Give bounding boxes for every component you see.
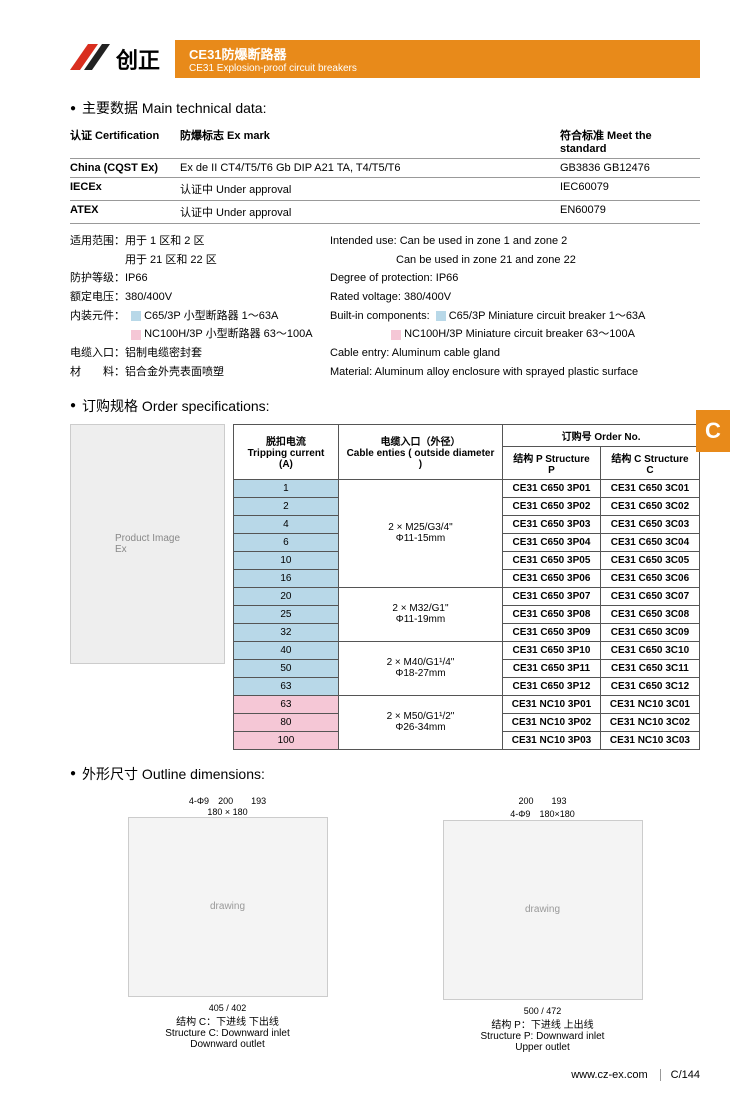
order-table: 脱扣电流Tripping current (A) 电缆入口（外径）Cable e…	[233, 424, 700, 750]
th-trip: 脱扣电流Tripping current (A)	[234, 424, 339, 479]
outline-dimensions: 4-Φ9 200 193 180 × 180 drawing 405 / 402…	[70, 794, 700, 1053]
data-cn: 适用范围：用于 1 区和 2 区 用于 21 区和 22 区防护等级：IP66额…	[70, 232, 330, 382]
logo: 创正	[70, 43, 160, 75]
outline-p: 200 193 4-Φ9 180×180 drawing 500 / 472 结…	[443, 794, 643, 1053]
cert-row: IECEx认证中 Under approvalIEC60079	[70, 178, 700, 201]
th-order: 订购号 Order No.	[503, 424, 700, 446]
outline-c: 4-Φ9 200 193 180 × 180 drawing 405 / 402…	[128, 794, 328, 1053]
outline-p-drawing: drawing	[443, 820, 643, 1000]
table-row: 202 × M32/G1" Φ11-19mmCE31 C650 3P07CE31…	[234, 587, 700, 605]
title-bar: CE31防爆断路器 CE31 Explosion-proof circuit b…	[175, 40, 700, 78]
table-row: 402 × M40/G1¹/4" Φ18-27mmCE31 C650 3P10C…	[234, 641, 700, 659]
outline-c-drawing: drawing	[128, 817, 328, 997]
cert-h1: 认证 Certification	[70, 127, 180, 155]
cert-row: ATEX认证中 Under approvalEN60079	[70, 201, 700, 224]
footer: www.cz-ex.com C/144	[70, 1069, 700, 1081]
th-p: 结构 P Structure P	[503, 446, 601, 479]
data-en: Intended use: Can be used in zone 1 and …	[330, 232, 700, 382]
th-c: 结构 C Structure C	[600, 446, 699, 479]
title-en: CE31 Explosion-proof circuit breakers	[189, 63, 686, 74]
title-cn: CE31防爆断路器	[189, 44, 686, 63]
section-outline: 外形尺寸 Outline dimensions:	[70, 764, 700, 784]
logo-icon	[70, 44, 110, 75]
header: 创正 CE31防爆断路器 CE31 Explosion-proof circui…	[70, 40, 700, 78]
side-tab: C	[696, 410, 730, 452]
section-order: 订购规格 Order specifications:	[70, 396, 700, 416]
cert-h3: 符合标准 Meet the standard	[560, 127, 700, 155]
th-cable: 电缆入口（外径）Cable enties ( outside diameter …	[338, 424, 502, 479]
data-block: 适用范围：用于 1 区和 2 区 用于 21 区和 22 区防护等级：IP66额…	[70, 232, 700, 382]
table-row: 632 × M50/G1¹/2" Φ26-34mmCE31 NC10 3P01C…	[234, 695, 700, 713]
cert-header: 认证 Certification 防爆标志 Ex mark 符合标准 Meet …	[70, 124, 700, 159]
cert-h2: 防爆标志 Ex mark	[180, 127, 560, 155]
cert-row: China (CQST Ex)Ex de II CT4/T5/T6 Gb DIP…	[70, 159, 700, 178]
footer-url: www.cz-ex.com	[571, 1069, 647, 1081]
table-row: 12 × M25/G3/4" Φ11-15mmCE31 C650 3P01CE3…	[234, 479, 700, 497]
product-image: Product ImageEx	[70, 424, 225, 664]
footer-page: C/144	[660, 1069, 700, 1081]
brand-name: 创正	[116, 43, 160, 75]
section-main-data: 主要数据 Main technical data:	[70, 98, 700, 118]
